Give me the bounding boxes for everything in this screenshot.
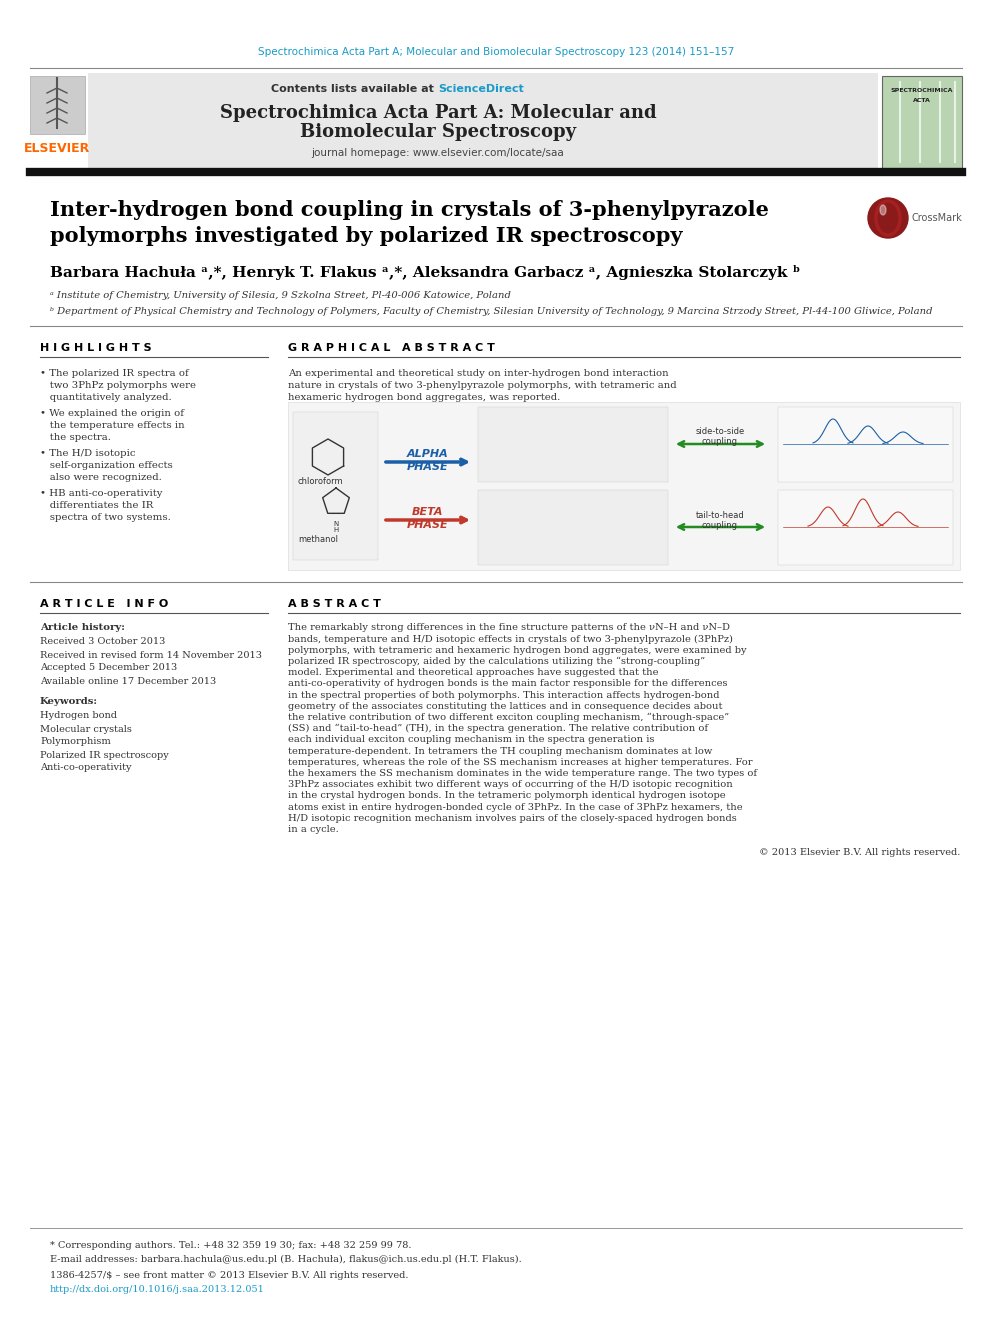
Text: (SS) and “tail-to-head” (TH), in the spectra generation. The relative contributi: (SS) and “tail-to-head” (TH), in the spe… — [288, 724, 708, 733]
Text: geometry of the associates constituting the lattices and in consequence decides : geometry of the associates constituting … — [288, 703, 722, 710]
Text: Keywords:: Keywords: — [40, 697, 98, 706]
Text: PHASE: PHASE — [407, 520, 448, 531]
Text: spectra of two systems.: spectra of two systems. — [40, 513, 171, 523]
Text: • The polarized IR spectra of: • The polarized IR spectra of — [40, 369, 188, 378]
Text: Molecular crystals: Molecular crystals — [40, 725, 132, 733]
Text: 3PhPz associates exhibit two different ways of occurring of the H/D isotopic rec: 3PhPz associates exhibit two different w… — [288, 781, 733, 790]
Text: quantitatively analyzed.: quantitatively analyzed. — [40, 393, 172, 402]
Text: ALPHA: ALPHA — [407, 448, 448, 459]
Text: An experimental and theoretical study on inter-hydrogen bond interaction: An experimental and theoretical study on… — [288, 369, 669, 378]
Bar — [478, 490, 668, 565]
Text: also were recognized.: also were recognized. — [40, 474, 162, 483]
Text: differentiates the IR: differentiates the IR — [40, 501, 154, 511]
Text: temperature-dependent. In tetramers the TH coupling mechanism dominates at low: temperature-dependent. In tetramers the … — [288, 746, 712, 755]
Text: the relative contribution of two different exciton coupling mechanism, “through-: the relative contribution of two differe… — [288, 713, 729, 722]
Text: Barbara Hachuła ᵃ,*, Henryk T. Flakus ᵃ,*, Aleksandra Garbacz ᵃ, Agnieszka Stola: Barbara Hachuła ᵃ,*, Henryk T. Flakus ᵃ,… — [50, 265, 801, 279]
Text: H/D isotopic recognition mechanism involves pairs of the closely-spaced hydrogen: H/D isotopic recognition mechanism invol… — [288, 814, 737, 823]
Text: N
H: N H — [333, 520, 338, 533]
Text: tail-to-head: tail-to-head — [695, 511, 744, 520]
Text: temperatures, whereas the role of the SS mechanism increases at higher temperatu: temperatures, whereas the role of the SS… — [288, 758, 753, 767]
Text: Polarized IR spectroscopy: Polarized IR spectroscopy — [40, 750, 169, 759]
Text: PHASE: PHASE — [407, 462, 448, 472]
Text: journal homepage: www.elsevier.com/locate/saa: journal homepage: www.elsevier.com/locat… — [311, 148, 564, 157]
Text: coupling: coupling — [702, 520, 738, 529]
Text: bands, temperature and H/D isotopic effects in crystals of two 3-phenylpyrazole : bands, temperature and H/D isotopic effe… — [288, 635, 733, 644]
Text: BETA: BETA — [413, 507, 443, 517]
Text: Anti-co-operativity: Anti-co-operativity — [40, 763, 132, 773]
Text: • HB anti-co-operativity: • HB anti-co-operativity — [40, 490, 163, 499]
Text: Article history:: Article history: — [40, 623, 125, 632]
Text: polymorphs, with tetrameric and hexameric hydrogen bond aggregates, were examine: polymorphs, with tetrameric and hexameri… — [288, 646, 747, 655]
Text: nature in crystals of two 3-phenylpyrazole polymorphs, with tetrameric and: nature in crystals of two 3-phenylpyrazo… — [288, 381, 677, 390]
Bar — [778, 407, 953, 482]
Text: atoms exist in entire hydrogen-bonded cycle of 3PhPz. In the case of 3PhPz hexam: atoms exist in entire hydrogen-bonded cy… — [288, 803, 743, 812]
Text: in the spectral properties of both polymorphs. This interaction affects hydrogen: in the spectral properties of both polym… — [288, 691, 719, 700]
Text: ACTA: ACTA — [913, 98, 930, 102]
Text: Received 3 October 2013: Received 3 October 2013 — [40, 638, 166, 647]
Text: Contents lists available at: Contents lists available at — [271, 83, 438, 94]
Text: chloroform: chloroform — [298, 478, 343, 487]
Text: CrossMark: CrossMark — [912, 213, 963, 224]
Text: polarized IR spectroscopy, aided by the calculations utilizing the “strong-coupl: polarized IR spectroscopy, aided by the … — [288, 658, 705, 667]
Bar — [882, 75, 962, 168]
Text: Polymorphism: Polymorphism — [40, 737, 111, 746]
Text: H I G H L I G H T S: H I G H L I G H T S — [40, 343, 152, 353]
Text: coupling: coupling — [702, 438, 738, 446]
Bar — [293, 411, 378, 560]
Text: E-mail addresses: barbara.hachula@us.edu.pl (B. Hachuła), flakus@ich.us.edu.pl (: E-mail addresses: barbara.hachula@us.edu… — [50, 1254, 522, 1263]
Text: Spectrochimica Acta Part A: Molecular and: Spectrochimica Acta Part A: Molecular an… — [219, 105, 657, 122]
Text: in the crystal hydrogen bonds. In the tetrameric polymorph identical hydrogen is: in the crystal hydrogen bonds. In the te… — [288, 791, 725, 800]
Text: ScienceDirect: ScienceDirect — [438, 83, 524, 94]
Ellipse shape — [880, 205, 886, 216]
Text: A B S T R A C T: A B S T R A C T — [288, 599, 381, 609]
Text: hexameric hydrogen bond aggregates, was reported.: hexameric hydrogen bond aggregates, was … — [288, 393, 560, 402]
Text: Accepted 5 December 2013: Accepted 5 December 2013 — [40, 664, 178, 672]
Bar — [478, 407, 668, 482]
Text: Inter-hydrogen bond coupling in crystals of 3-phenylpyrazole: Inter-hydrogen bond coupling in crystals… — [50, 200, 769, 220]
Text: anti-co-operativity of hydrogen bonds is the main factor responsible for the dif: anti-co-operativity of hydrogen bonds is… — [288, 680, 727, 688]
Text: the spectra.: the spectra. — [40, 434, 111, 442]
Text: methanol: methanol — [298, 536, 338, 545]
Bar — [778, 490, 953, 565]
Text: ELSEVIER: ELSEVIER — [24, 142, 90, 155]
Text: the hexamers the SS mechanism dominates in the wide temperature range. The two t: the hexamers the SS mechanism dominates … — [288, 769, 757, 778]
Text: • The H/D isotopic: • The H/D isotopic — [40, 450, 136, 459]
Text: two 3PhPz polymorphs were: two 3PhPz polymorphs were — [40, 381, 196, 390]
Text: Available online 17 December 2013: Available online 17 December 2013 — [40, 676, 216, 685]
Text: * Corresponding authors. Tel.: +48 32 359 19 30; fax: +48 32 259 99 78.: * Corresponding authors. Tel.: +48 32 35… — [50, 1241, 412, 1249]
Text: Spectrochimica Acta Part A; Molecular and Biomolecular Spectroscopy 123 (2014) 1: Spectrochimica Acta Part A; Molecular an… — [258, 48, 734, 57]
Text: model. Experimental and theoretical approaches have suggested that the: model. Experimental and theoretical appr… — [288, 668, 659, 677]
Text: each individual exciton coupling mechanism in the spectra generation is: each individual exciton coupling mechani… — [288, 736, 655, 745]
Text: Biomolecular Spectroscopy: Biomolecular Spectroscopy — [300, 123, 576, 142]
Text: ᵃ Institute of Chemistry, University of Silesia, 9 Szkolna Street, Pl-40-006 Kat: ᵃ Institute of Chemistry, University of … — [50, 291, 511, 300]
Bar — [88, 73, 878, 171]
Text: self-organization effects: self-organization effects — [40, 462, 173, 471]
Text: the temperature effects in: the temperature effects in — [40, 422, 185, 430]
Bar — [30, 75, 85, 134]
Text: The remarkably strong differences in the fine structure patterns of the νN–H and: The remarkably strong differences in the… — [288, 623, 730, 632]
Text: G R A P H I C A L   A B S T R A C T: G R A P H I C A L A B S T R A C T — [288, 343, 495, 353]
Text: 1386-4257/$ – see front matter © 2013 Elsevier B.V. All rights reserved.: 1386-4257/$ – see front matter © 2013 El… — [50, 1271, 409, 1281]
Text: side-to-side: side-to-side — [695, 427, 745, 437]
Circle shape — [868, 198, 908, 238]
Text: in a cycle.: in a cycle. — [288, 826, 338, 833]
Text: Hydrogen bond: Hydrogen bond — [40, 712, 117, 721]
Text: • We explained the origin of: • We explained the origin of — [40, 410, 184, 418]
Text: © 2013 Elsevier B.V. All rights reserved.: © 2013 Elsevier B.V. All rights reserved… — [759, 848, 960, 857]
Text: ᵇ Department of Physical Chemistry and Technology of Polymers, Faculty of Chemis: ᵇ Department of Physical Chemistry and T… — [50, 307, 932, 315]
Text: polymorphs investigated by polarized IR spectroscopy: polymorphs investigated by polarized IR … — [50, 226, 682, 246]
Text: Received in revised form 14 November 2013: Received in revised form 14 November 201… — [40, 651, 262, 659]
Text: http://dx.doi.org/10.1016/j.saa.2013.12.051: http://dx.doi.org/10.1016/j.saa.2013.12.… — [50, 1286, 265, 1294]
Bar — [288, 402, 960, 570]
Text: SPECTROCHIMICA: SPECTROCHIMICA — [891, 87, 953, 93]
Text: A R T I C L E   I N F O: A R T I C L E I N F O — [40, 599, 169, 609]
